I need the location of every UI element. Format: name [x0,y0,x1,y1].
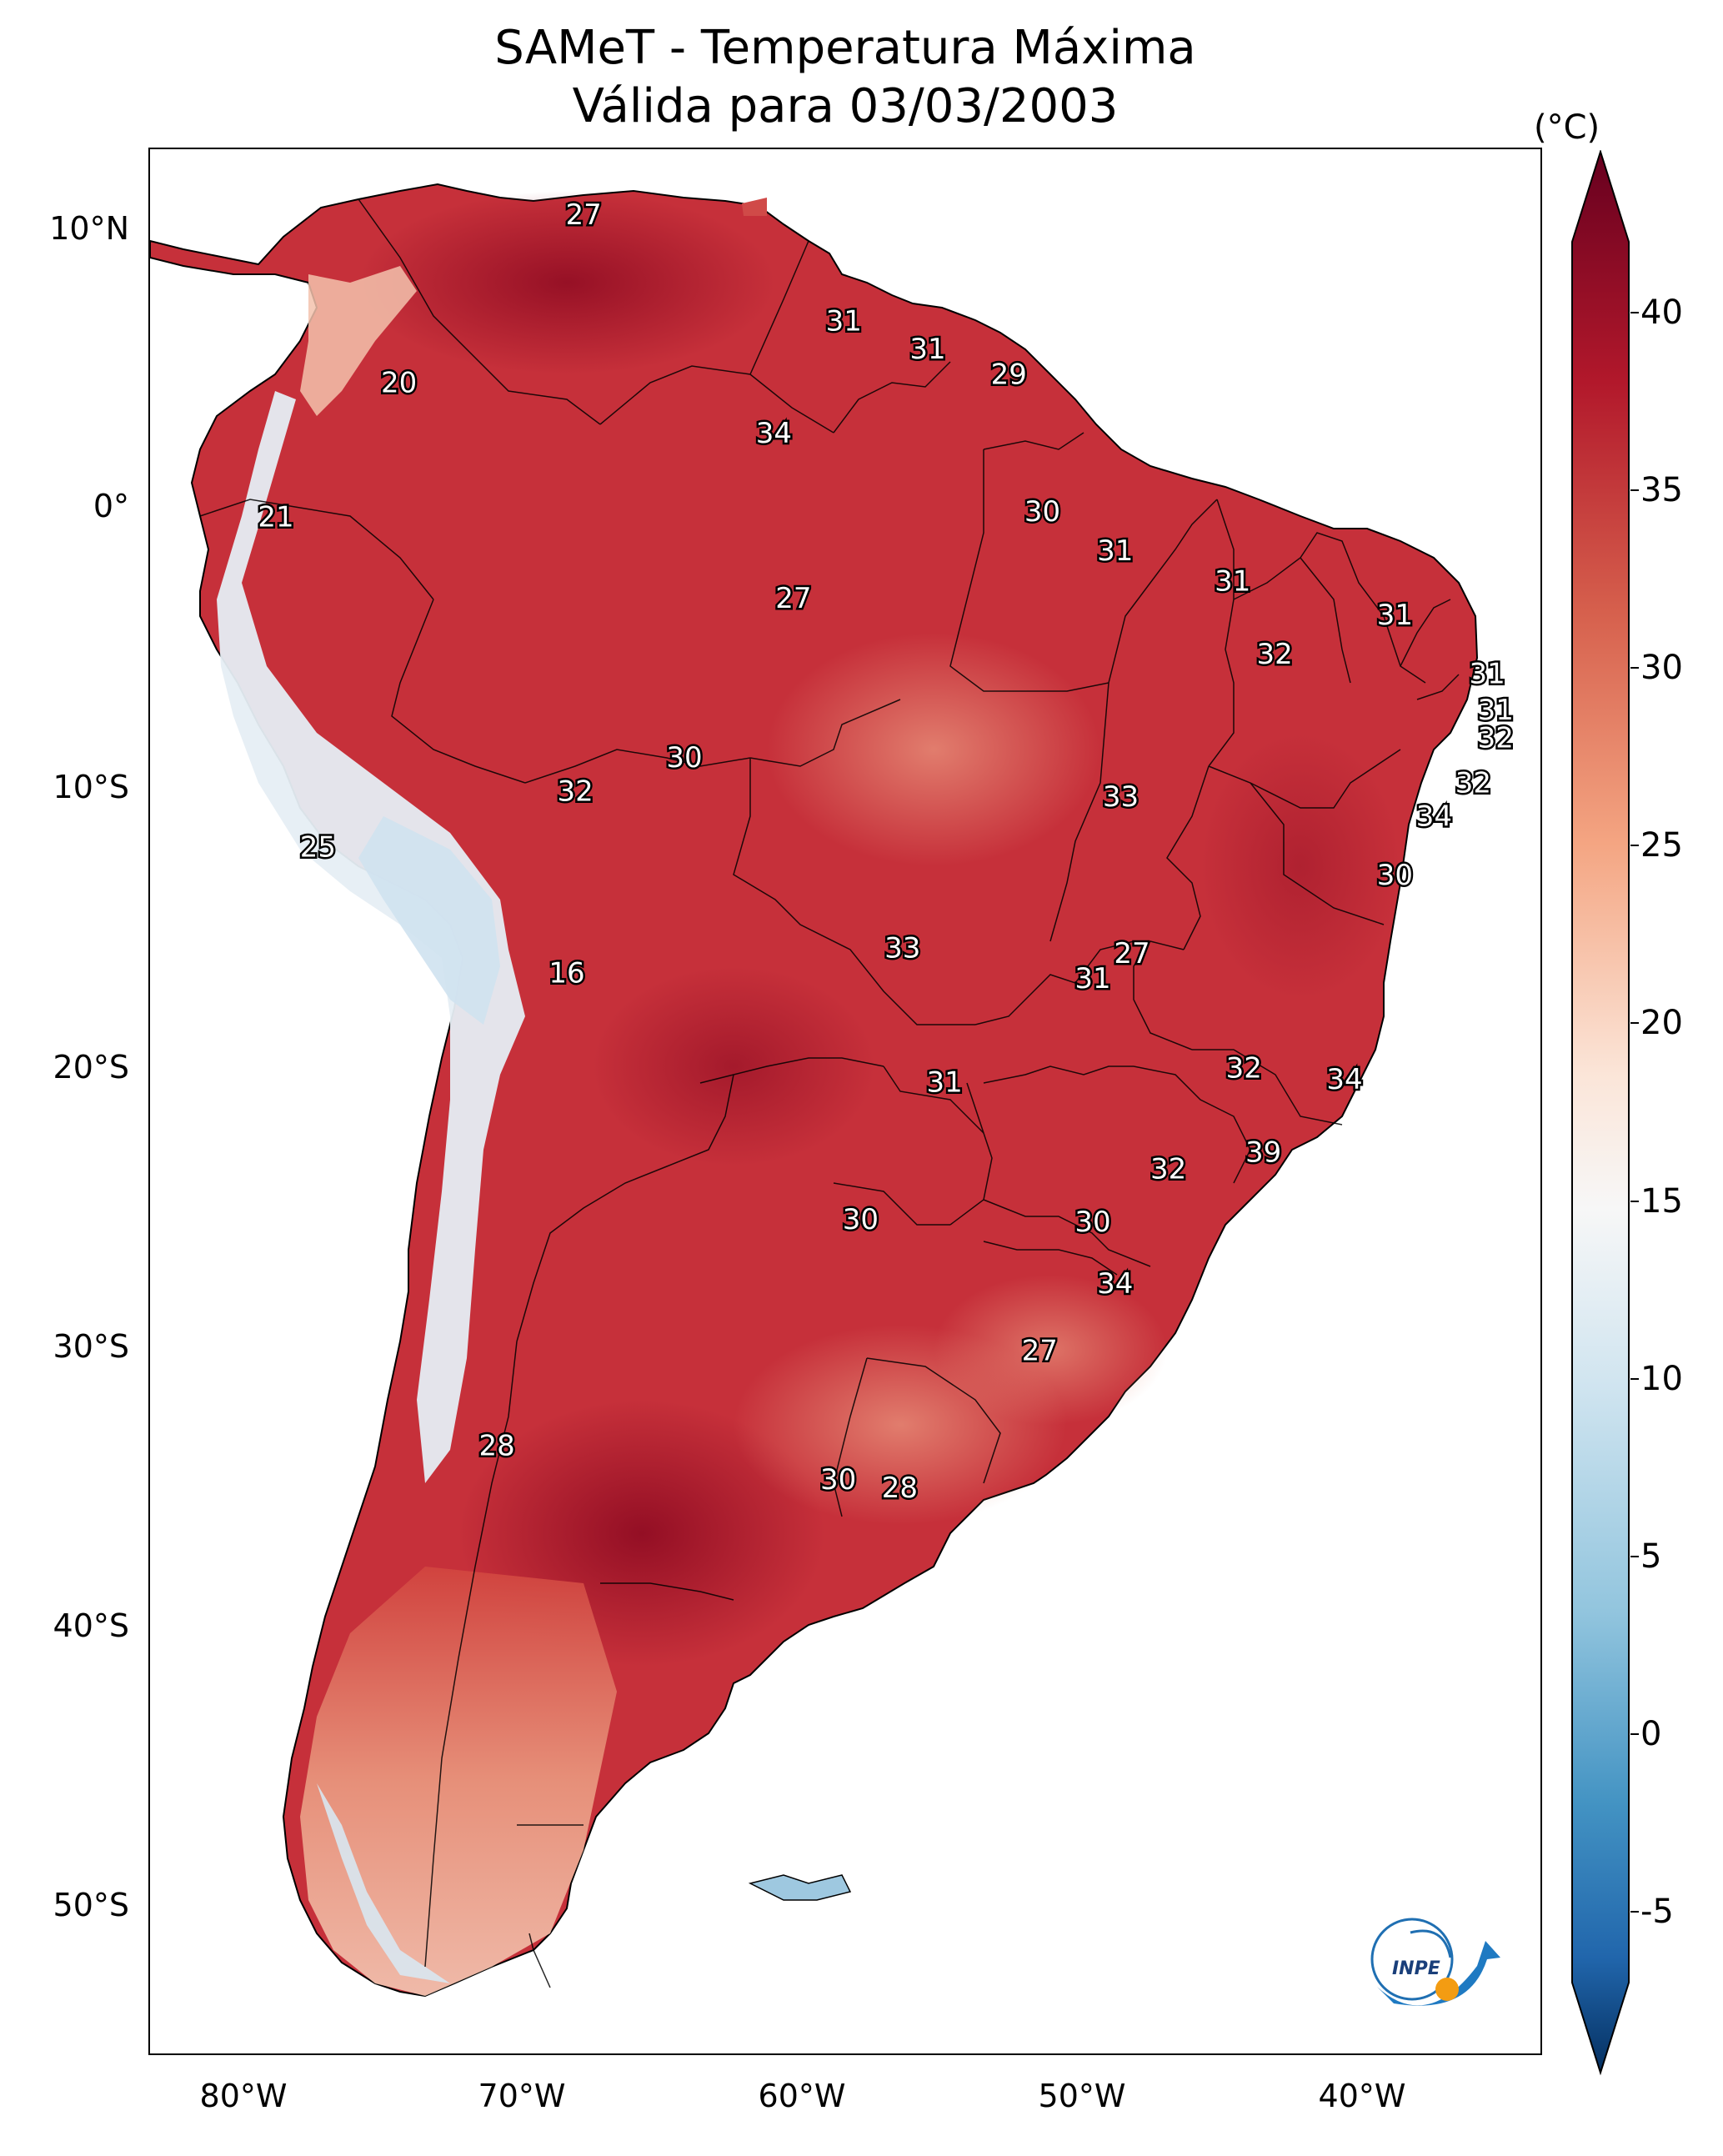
lat-label-10n: 10°N [49,210,129,247]
temperature-label: 28 [882,1472,918,1505]
altiplano-cold-zone [358,816,500,1025]
border-lines [199,198,1460,1988]
temperature-label: 32 [1256,638,1292,671]
temperature-label: 33 [884,931,920,965]
colorbar-tick-label: 30 [1640,649,1683,688]
colorbar-tick-mark [1630,1200,1639,1202]
temperature-label: 31 [926,1065,962,1099]
lat-label-50s: 50°S [53,1887,129,1923]
colombia-andes-zone [300,266,417,416]
temperature-label: 27 [566,198,602,232]
mild-zone-para [767,633,1100,866]
mild-zone-south-brazil [934,1275,1167,1425]
temperature-label: 31 [1215,565,1250,599]
temperature-label: 32 [1226,1052,1262,1086]
temperature-label: 27 [1114,937,1150,970]
map-frame: 27 20 31 31 29 34 21 30 31 27 31 31 32 31 31 32 30 32 32 33… [148,148,1542,2055]
temperature-label: 32 [1455,766,1491,800]
temperature-label: 31 [1478,694,1514,727]
falkland-islands [748,1874,852,1901]
colorbar-tick-label: 20 [1640,1004,1683,1043]
temperature-label: 27 [775,582,811,615]
lon-label-50w: 50°W [1038,2078,1126,2114]
temperature-label: 34 [1326,1063,1362,1096]
temperature-label: 31 [1097,534,1133,568]
temperature-label: 31 [909,333,945,366]
temperature-label: 21 [258,500,293,534]
colorbar-tick-mark [1630,1555,1639,1557]
colorbar-tick-label: 15 [1640,1181,1683,1221]
temperature-label: 39 [1245,1136,1281,1169]
southern-andes-cold-zone [317,1783,450,1983]
colorbar-tick-mark [1630,1732,1639,1735]
colorbar-tick-mark [1630,1910,1639,1913]
patagonia-zone [300,1567,617,1996]
andes-cold-zone [217,391,525,1483]
temperature-label: 30 [1074,1206,1110,1239]
colorbar-tick-mark [1630,489,1639,492]
temperature-label: 25 [300,831,336,865]
colorbar-tick-label: 10 [1640,1359,1683,1398]
hot-zone-chaco [592,966,875,1166]
colorbar-tick-mark [1630,845,1639,847]
colorbar-tick-label: 40 [1640,293,1683,333]
temperature-label: 30 [820,1463,856,1497]
lon-label-70w: 70°W [478,2078,566,2114]
lat-label-40s: 40°S [53,1607,129,1644]
temperature-label: 30 [1377,859,1413,892]
colorbar [1571,150,1630,2076]
colorbar-tick-mark [1630,667,1639,669]
colorbar-tick-label: 0 [1640,1714,1662,1753]
colorbar-tick-label: -5 [1640,1892,1674,1931]
lon-label-40w: 40°W [1318,2078,1406,2114]
lat-label-0: 0° [93,488,129,524]
temperature-label: 30 [843,1203,879,1236]
lat-label-20s: 20°S [53,1049,129,1086]
colorbar-tick-label: 25 [1640,826,1683,865]
temperature-label: 28 [479,1430,515,1463]
temperature-label: 32 [557,775,593,808]
lon-label-80w: 80°W [199,2078,288,2114]
hot-zone-bahia [1200,733,1400,1000]
temperature-label: 34 [1097,1267,1133,1301]
temperature-label: 27 [1022,1335,1058,1368]
map-subtitle: Válida para 03/03/2003 [572,79,1119,133]
logo-text: INPE [1392,1958,1440,1979]
temperature-label: 33 [1103,780,1139,814]
lat-label-30s: 30°S [53,1328,129,1365]
lon-label-60w: 60°W [758,2078,846,2114]
temperature-label: 31 [1074,962,1110,995]
temperature-label: 34 [1416,800,1452,834]
inpe-logo: INPE [1360,1908,1510,2016]
temperature-label: 31 [826,305,862,338]
colorbar-tick-mark [1630,1022,1639,1025]
lat-label-10s: 10°S [53,769,129,805]
colorbar-tick-label: 5 [1640,1537,1662,1576]
temperature-label: 20 [381,366,417,399]
map-title: SAMeT - Temperatura Máxima [494,21,1196,75]
temperature-label: 31 [1377,599,1413,632]
temperature-label: 16 [548,957,584,990]
temperature-label: 34 [756,417,792,450]
temperature-label: 30 [666,741,702,775]
caribbean-island [742,198,767,216]
temperature-label: 29 [991,358,1027,391]
colorbar-tick-mark [1630,312,1639,314]
temperature-label: 32 [1150,1152,1186,1186]
temperature-label: 31 [1470,657,1505,690]
temperature-label: 32 [1478,722,1514,755]
temperature-label: 30 [1024,495,1060,529]
colorbar-tick-mark [1630,1377,1639,1380]
colorbar-unit: (°C) [1534,108,1600,147]
hot-zone-venezuela [358,191,775,374]
colorbar-tick-label: 35 [1640,471,1683,510]
